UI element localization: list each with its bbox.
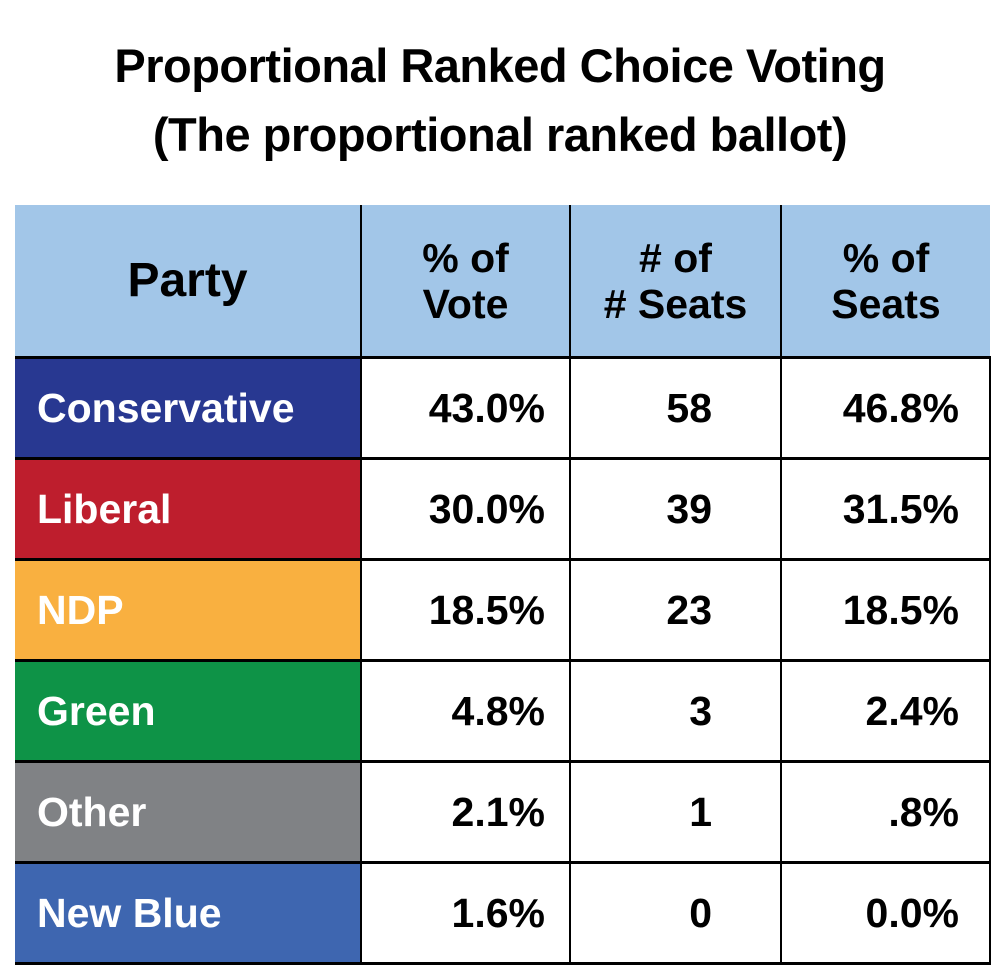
table-row: Conservative 43.0% 58 46.8% bbox=[15, 356, 991, 459]
seat-pct-cell: 31.5% bbox=[780, 457, 991, 560]
seats-cell: 3 bbox=[569, 659, 781, 762]
results-table: Party% of Vote # of # Seats% of Seats Conser… bbox=[15, 205, 991, 965]
header-party: Party bbox=[15, 205, 361, 358]
seats-cell: 58 bbox=[569, 356, 781, 459]
party-cell: Liberal bbox=[15, 457, 361, 560]
table-row: Other 2.1% 1.8% bbox=[15, 760, 991, 863]
vote-pct-cell: 43.0% bbox=[360, 356, 570, 459]
table-row: Green 4.8% 3 2.4% bbox=[15, 659, 991, 762]
seats-cell: 23 bbox=[569, 558, 781, 661]
header-seat-pct: % of Seats bbox=[780, 205, 990, 358]
seat-pct-cell: 18.5% bbox=[780, 558, 991, 661]
vote-pct-cell: 30.0% bbox=[360, 457, 570, 560]
seat-pct-cell: 0.0% bbox=[780, 861, 991, 965]
table-row: New Blue 1.6% 0 0.0% bbox=[15, 861, 991, 965]
party-cell: Other bbox=[15, 760, 361, 863]
party-cell: Conservative bbox=[15, 356, 361, 459]
header-row: Party% of Vote # of # Seats% of Seats bbox=[15, 205, 990, 358]
header-vote-pct: % of Vote bbox=[360, 205, 570, 358]
seat-pct-cell: .8% bbox=[780, 760, 991, 863]
vote-pct-cell: 4.8% bbox=[360, 659, 570, 762]
vote-pct-cell: 1.6% bbox=[360, 861, 570, 965]
seat-pct-cell: 46.8% bbox=[780, 356, 991, 459]
seats-cell: 0 bbox=[569, 861, 781, 965]
chart-title: Proportional Ranked Choice Voting bbox=[114, 39, 886, 92]
seat-pct-cell: 2.4% bbox=[780, 659, 991, 762]
header-seats: # of # Seats bbox=[569, 205, 781, 358]
seats-cell: 39 bbox=[569, 457, 781, 560]
vote-pct-cell: 18.5% bbox=[360, 558, 570, 661]
table-row: NDP 18.5% 23 18.5% bbox=[15, 558, 991, 661]
party-cell: NDP bbox=[15, 558, 361, 661]
table-row: Liberal 30.0% 39 31.5% bbox=[15, 457, 991, 560]
seats-cell: 1 bbox=[569, 760, 781, 863]
party-cell: New Blue bbox=[15, 861, 361, 965]
chart-subtitle: (The proportional ranked ballot) bbox=[152, 108, 848, 161]
party-cell: Green bbox=[15, 659, 361, 762]
vote-pct-cell: 2.1% bbox=[360, 760, 570, 863]
